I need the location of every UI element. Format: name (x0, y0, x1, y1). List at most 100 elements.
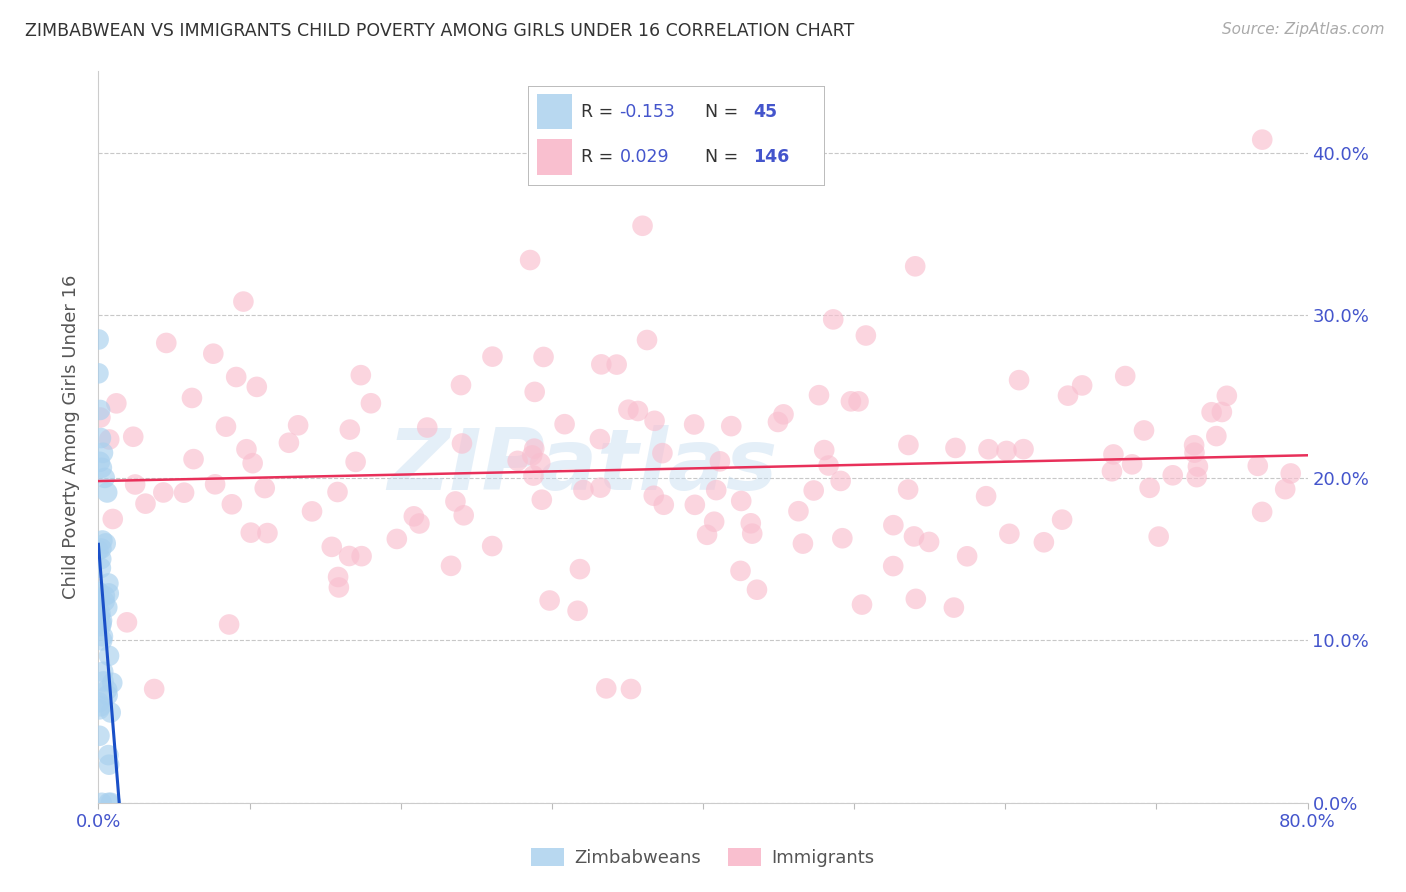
Point (326, 570, 349, 584)
Point (277, 435, 299, 450)
Point (942, 600, 965, 615)
Point (91, 665, 114, 679)
Point (1121, 458, 1143, 472)
Point (572, 483, 595, 497)
Point (730, 564, 752, 578)
Point (124, 477, 146, 491)
Point (741, 526, 763, 541)
Point (101, 512, 124, 526)
Point (620, 681, 643, 696)
Point (1185, 470, 1208, 484)
Point (643, 489, 665, 503)
Point (202, 347, 225, 361)
Point (122, 430, 145, 444)
Point (745, 582, 768, 597)
Point (839, 394, 862, 409)
Point (344, 455, 367, 469)
Point (89, 702, 111, 716)
Point (97, 576, 120, 591)
Point (235, 442, 257, 457)
Point (591, 357, 613, 371)
Text: ZIPatlas: ZIPatlas (387, 425, 778, 508)
Point (481, 539, 503, 553)
Point (1071, 378, 1094, 392)
Y-axis label: Child Poverty Among Girls Under 16: Child Poverty Among Girls Under 16 (62, 275, 80, 599)
Point (350, 549, 373, 563)
Point (533, 350, 555, 364)
Point (1182, 438, 1205, 452)
Point (337, 549, 360, 563)
Point (90, 561, 112, 575)
Point (897, 438, 920, 452)
Point (134, 497, 156, 511)
Point (350, 368, 373, 383)
Legend: Zimbabweans, Immigrants: Zimbabweans, Immigrants (524, 840, 882, 874)
Point (945, 441, 967, 455)
Point (1216, 389, 1239, 403)
Point (523, 384, 546, 399)
Point (385, 532, 408, 546)
Point (94, 536, 117, 550)
Point (1274, 482, 1296, 496)
Point (100, 796, 122, 810)
Point (522, 468, 544, 483)
Point (326, 485, 349, 500)
Point (204, 477, 226, 491)
Point (522, 448, 544, 462)
Point (904, 591, 927, 606)
Point (595, 681, 617, 696)
Point (817, 458, 839, 473)
Point (904, 260, 927, 274)
Point (143, 681, 166, 696)
Point (523, 442, 546, 456)
Point (98, 757, 121, 772)
Point (287, 418, 309, 433)
Point (225, 370, 247, 384)
Point (696, 528, 718, 542)
Point (851, 598, 873, 612)
Point (766, 415, 789, 429)
Point (239, 525, 262, 540)
Point (830, 474, 852, 488)
Point (589, 432, 612, 446)
Point (89, 609, 111, 624)
Point (606, 358, 628, 372)
Point (93, 594, 115, 608)
Point (740, 516, 762, 531)
Point (89, 455, 111, 469)
Point (787, 504, 810, 518)
Point (94, 471, 117, 485)
Point (91, 629, 114, 643)
Point (1211, 405, 1233, 419)
Point (1205, 429, 1227, 443)
Point (792, 536, 814, 550)
Point (451, 436, 474, 450)
Point (998, 526, 1021, 541)
Point (402, 509, 425, 524)
Point (644, 414, 666, 428)
Point (506, 454, 529, 468)
Point (221, 497, 243, 511)
Point (450, 378, 472, 392)
Point (1279, 467, 1302, 481)
Point (87, 367, 110, 381)
Point (1032, 535, 1054, 549)
Point (328, 581, 350, 595)
Point (444, 494, 467, 508)
Point (90, 460, 112, 475)
Point (1139, 481, 1161, 495)
Point (631, 219, 654, 233)
Point (519, 253, 541, 268)
Point (617, 402, 640, 417)
Point (408, 516, 430, 531)
Text: Source: ZipAtlas.com: Source: ZipAtlas.com (1222, 22, 1385, 37)
Point (360, 396, 382, 410)
Point (87, 695, 110, 709)
Point (772, 408, 794, 422)
Point (897, 483, 920, 497)
Point (253, 481, 276, 495)
Point (530, 492, 553, 507)
Point (173, 485, 195, 500)
Point (301, 504, 323, 518)
Point (813, 443, 835, 458)
